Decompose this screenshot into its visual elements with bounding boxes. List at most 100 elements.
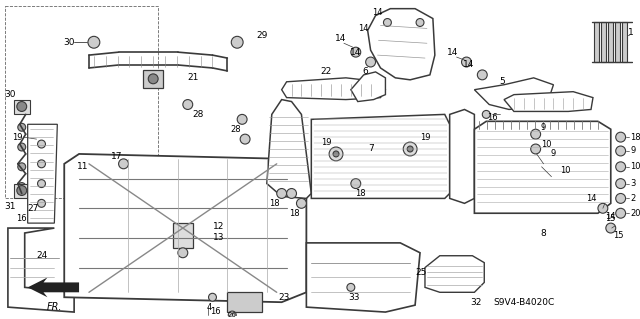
Polygon shape: [64, 154, 307, 302]
Circle shape: [118, 159, 129, 169]
Text: 19: 19: [420, 133, 430, 142]
Circle shape: [38, 160, 45, 168]
Polygon shape: [601, 23, 606, 62]
Circle shape: [351, 179, 361, 189]
Circle shape: [351, 47, 361, 57]
Circle shape: [616, 179, 625, 189]
Circle shape: [598, 203, 608, 213]
Circle shape: [461, 57, 472, 67]
Text: 26: 26: [228, 312, 237, 318]
Circle shape: [329, 147, 343, 161]
Text: 24: 24: [36, 251, 47, 260]
Circle shape: [347, 283, 355, 291]
Text: 15: 15: [605, 214, 616, 223]
Text: 14: 14: [350, 48, 362, 57]
Circle shape: [18, 163, 26, 171]
Polygon shape: [608, 23, 612, 62]
Circle shape: [616, 132, 625, 142]
Polygon shape: [311, 115, 450, 198]
Text: 31: 31: [4, 202, 15, 211]
Text: 14: 14: [335, 34, 347, 43]
Text: 14: 14: [463, 61, 474, 70]
Text: 10: 10: [541, 139, 552, 149]
Circle shape: [407, 146, 413, 152]
Text: 14: 14: [358, 24, 369, 33]
Text: 8: 8: [541, 228, 547, 238]
Text: 9: 9: [551, 149, 556, 159]
Text: 30: 30: [4, 90, 15, 99]
Text: 33: 33: [348, 293, 360, 302]
Text: 25: 25: [415, 268, 426, 277]
Circle shape: [178, 248, 188, 258]
Text: 16: 16: [17, 214, 27, 223]
Circle shape: [88, 36, 100, 48]
Polygon shape: [307, 243, 420, 312]
Circle shape: [38, 180, 45, 188]
Text: 19: 19: [13, 133, 23, 142]
Circle shape: [231, 36, 243, 48]
Polygon shape: [367, 9, 435, 80]
Polygon shape: [267, 100, 311, 198]
Text: 18: 18: [269, 199, 280, 208]
Circle shape: [17, 101, 27, 111]
Polygon shape: [14, 184, 29, 198]
Polygon shape: [143, 70, 163, 88]
Polygon shape: [474, 121, 611, 213]
Polygon shape: [594, 23, 599, 62]
Polygon shape: [450, 109, 474, 203]
Polygon shape: [28, 124, 58, 223]
Text: S9V4-B4020C: S9V4-B4020C: [493, 298, 554, 307]
Circle shape: [38, 140, 45, 148]
Text: 14: 14: [372, 8, 383, 17]
Circle shape: [477, 70, 487, 80]
Polygon shape: [615, 23, 620, 62]
Circle shape: [416, 19, 424, 26]
Text: 28: 28: [230, 125, 241, 134]
Text: 28: 28: [192, 110, 204, 119]
Text: 10: 10: [630, 162, 640, 171]
Polygon shape: [282, 78, 385, 100]
Circle shape: [383, 19, 392, 26]
Text: 18: 18: [355, 189, 366, 198]
Text: 29: 29: [256, 31, 268, 40]
Text: FR.: FR.: [47, 302, 62, 312]
Circle shape: [483, 110, 490, 118]
Circle shape: [237, 115, 247, 124]
Text: 30: 30: [63, 38, 75, 47]
Polygon shape: [474, 78, 554, 109]
Circle shape: [38, 199, 45, 207]
Polygon shape: [227, 292, 262, 312]
Circle shape: [148, 74, 158, 84]
Circle shape: [17, 186, 27, 196]
Text: 3: 3: [630, 179, 636, 188]
Circle shape: [531, 144, 541, 154]
Polygon shape: [173, 223, 193, 248]
Text: 18: 18: [289, 209, 300, 218]
Circle shape: [18, 123, 26, 131]
Text: 9: 9: [630, 146, 636, 155]
Text: 14: 14: [586, 194, 596, 203]
Circle shape: [606, 223, 616, 233]
Text: 27: 27: [28, 204, 39, 213]
Circle shape: [18, 182, 26, 190]
Text: 10: 10: [560, 166, 571, 175]
Circle shape: [276, 189, 287, 198]
Text: 9: 9: [541, 123, 546, 132]
Circle shape: [616, 162, 625, 172]
Text: 1: 1: [628, 28, 634, 37]
Polygon shape: [351, 72, 385, 101]
Text: 15: 15: [613, 232, 624, 241]
Text: 5: 5: [499, 77, 505, 86]
Text: 32: 32: [470, 298, 482, 307]
Text: 2: 2: [630, 194, 636, 203]
Circle shape: [228, 311, 236, 319]
Circle shape: [403, 142, 417, 156]
Polygon shape: [28, 278, 79, 297]
Text: 22: 22: [321, 67, 332, 77]
Polygon shape: [8, 228, 74, 312]
Circle shape: [616, 193, 625, 203]
Polygon shape: [621, 23, 627, 62]
Circle shape: [616, 146, 625, 156]
Circle shape: [616, 208, 625, 218]
Text: 4: 4: [207, 303, 212, 312]
